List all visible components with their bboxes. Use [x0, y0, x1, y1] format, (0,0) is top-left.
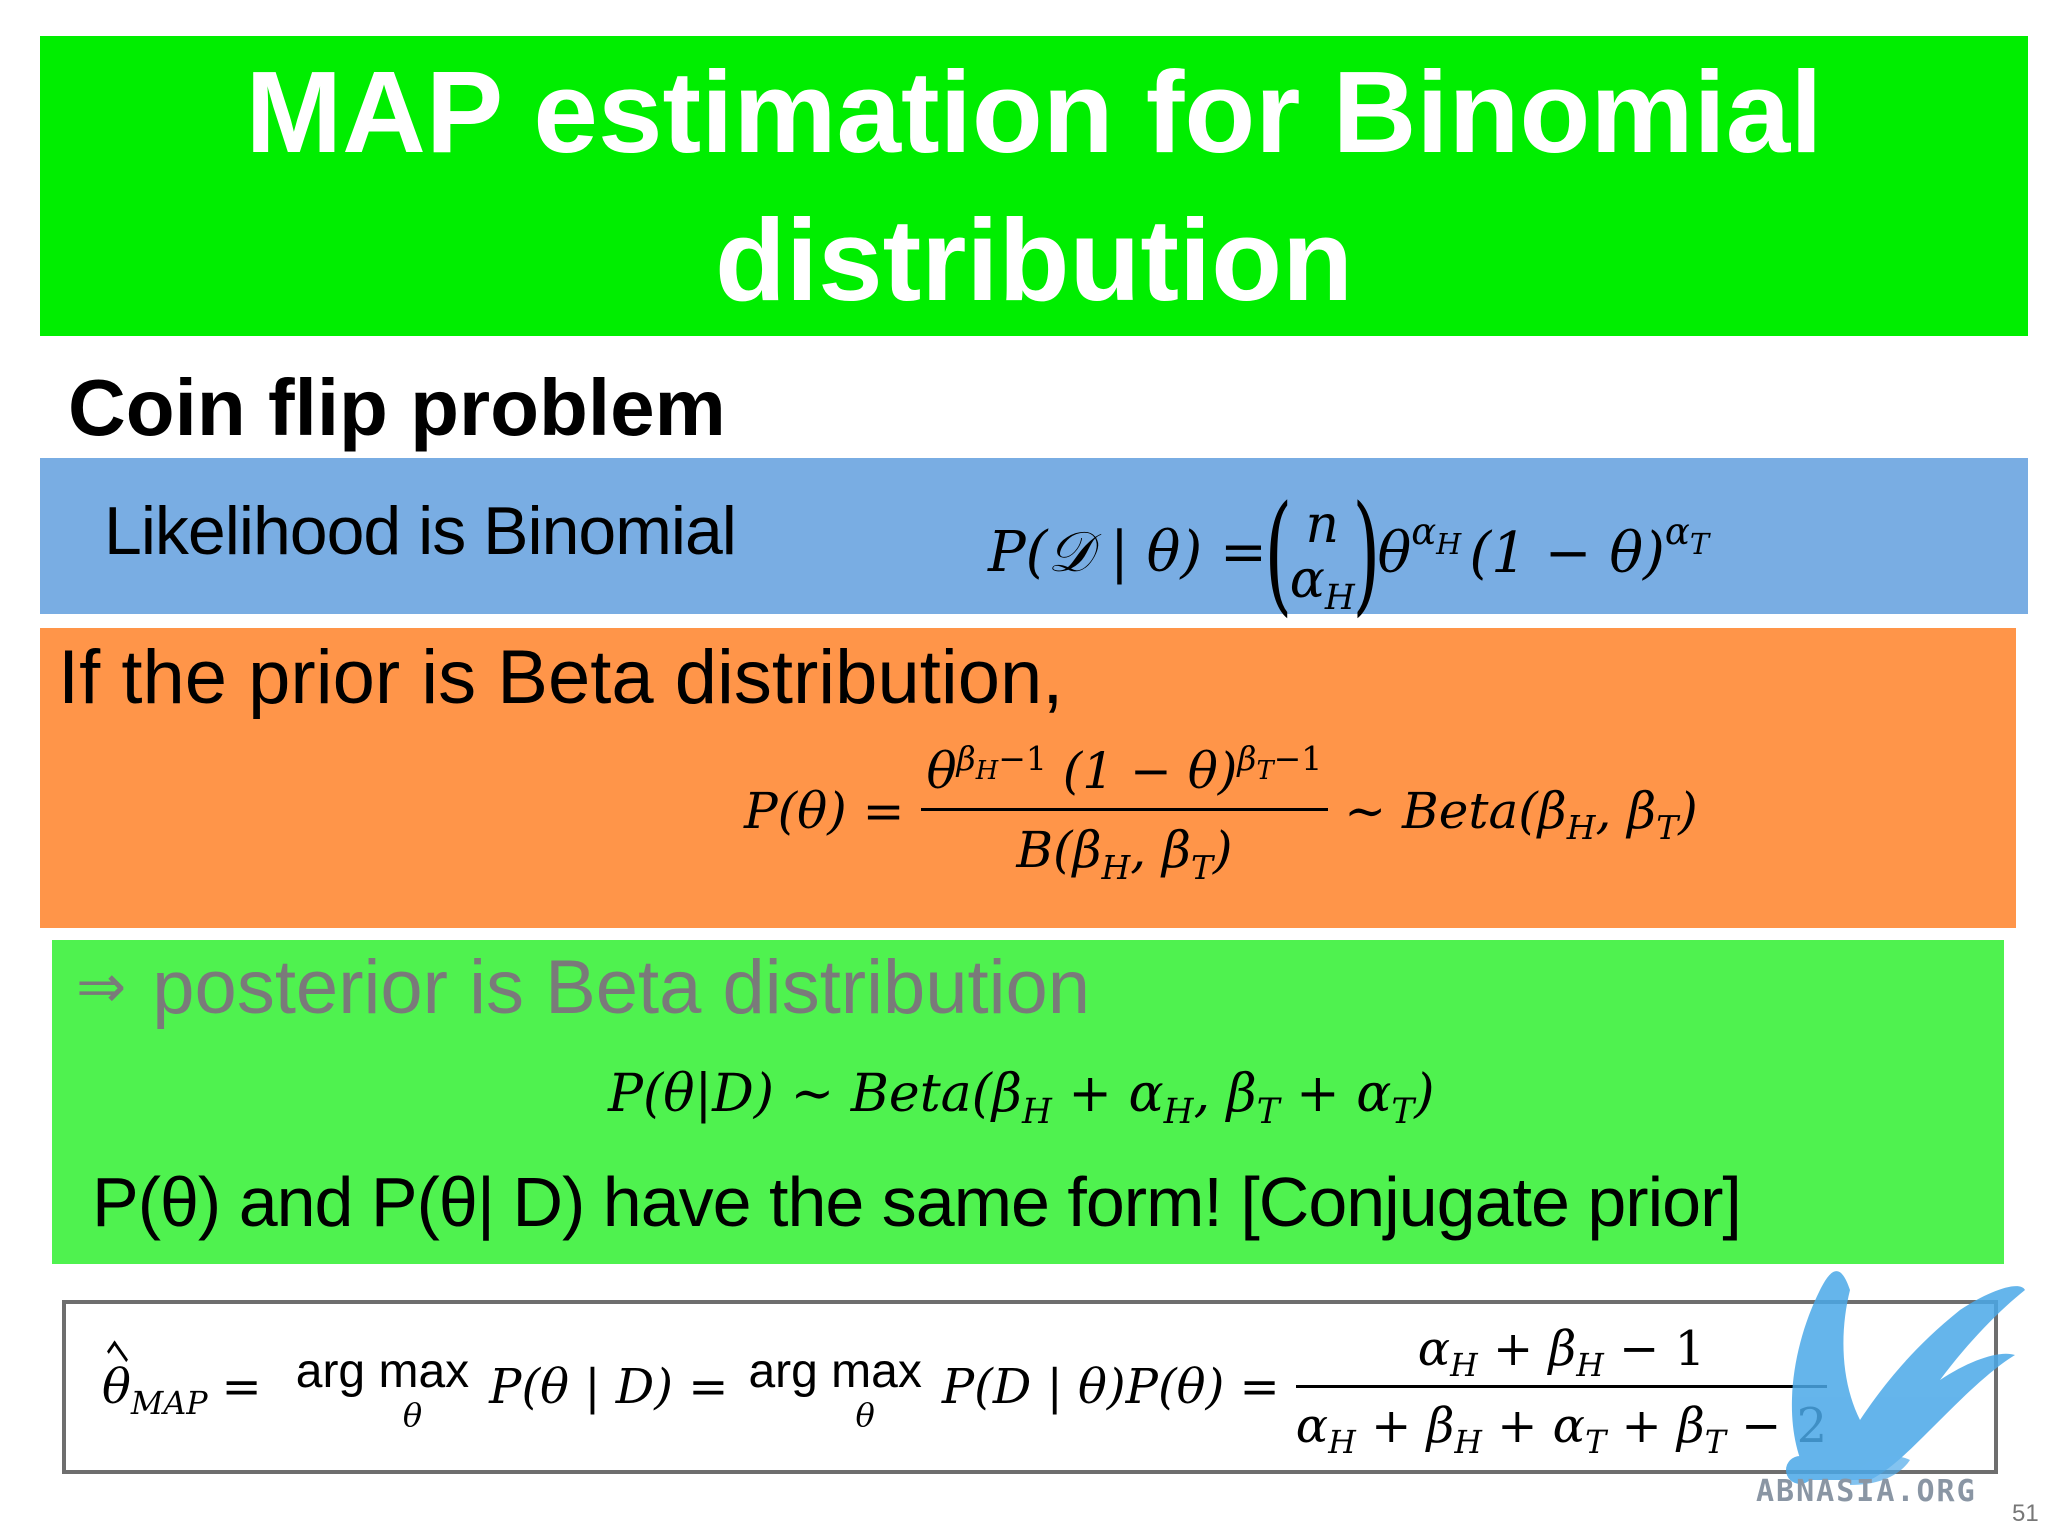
griffin-logo-icon: [1786, 1271, 2025, 1485]
likelihood-lhs: P(𝒟 | θ) =: [988, 520, 1267, 585]
prior-label: If the prior is Beta distribution,: [58, 635, 1064, 720]
map-posterior-term: P(θ | D) =: [489, 1359, 729, 1415]
section-heading: Coin flip problem: [68, 363, 726, 452]
likelihood-theta: θ: [1377, 520, 1412, 586]
likelihood-equation: P(𝒟 | θ) = ( n αH ) θ αH (1 − θ) αT: [988, 488, 1709, 618]
prior-rhs: ∼ Beta(βH, βT): [1344, 781, 1698, 848]
prior-denominator: B(βH, βT): [1016, 821, 1233, 887]
prior-fraction: θβH−1 (1 − θ)βT−1 B(βH, βT): [920, 738, 1329, 887]
theta-map: θMAP: [102, 1359, 208, 1423]
binom-top: n: [1305, 495, 1339, 556]
binomial-coefficient: ( n αH ): [1264, 477, 1381, 629]
posterior-label: ⇒ posterior is Beta distribution: [76, 944, 1090, 1031]
posterior-box: ⇒ posterior is Beta distribution P(θ|D) ∼…: [52, 940, 2004, 1264]
implies-arrow-icon: ⇒: [76, 952, 127, 1022]
prior-equation: P(θ) = θβH−1 (1 − θ)βT−1 B(βH, βT) ∼ Bet…: [744, 738, 1698, 887]
binom-bottom: αH: [1289, 550, 1355, 618]
map-likelihood-prior-term: P(D | θ)P(θ) =: [941, 1359, 1280, 1415]
prior-numerator: θβH−1 (1 − θ)βT−1: [926, 738, 1323, 800]
likelihood-exp2: αT: [1664, 509, 1710, 561]
likelihood-box: Likelihood is Binomial P(𝒟 | θ) = ( n αH…: [40, 458, 2028, 618]
prior-lhs: P(θ) =: [744, 781, 905, 840]
argmax-2: arg max θ: [748, 1344, 922, 1434]
map-estimate-box: θMAP = arg max θ P(θ | D) = arg max θ P(D …: [62, 1300, 1998, 1474]
title-line-2: distribution: [715, 195, 1353, 325]
map-equation: θMAP = arg max θ P(θ | D) = arg max θ P(D …: [102, 1312, 1843, 1462]
map-numerator: αH + βH − 1: [1417, 1320, 1706, 1384]
posterior-equation: P(θ|D) ∼ Beta(βH + αH, βT + αT): [608, 1064, 1435, 1132]
conjugate-prior-note: P(θ) and P(θ| D) have the same form! [Co…: [92, 1163, 1742, 1241]
title-banner: MAP estimation for Binomial distribution: [40, 36, 2028, 336]
likelihood-label: Likelihood is Binomial: [104, 493, 737, 569]
title-line-1: MAP estimation for Binomial: [245, 47, 1823, 177]
likelihood-exp1: αH: [1411, 509, 1462, 561]
likelihood-mid: (1 − θ): [1469, 520, 1665, 586]
watermark-text: ABNASIA.ORG: [1756, 1474, 1977, 1509]
prior-box: If the prior is Beta distribution, P(θ) …: [40, 628, 2016, 928]
map-equals: =: [221, 1359, 262, 1415]
argmax-1: arg max θ: [295, 1344, 470, 1434]
page-number: 51: [2012, 1500, 2039, 1527]
posterior-label-text: posterior is Beta distribution: [152, 945, 1091, 1030]
slide-title: MAP estimation for Binomial distribution: [246, 38, 1823, 334]
